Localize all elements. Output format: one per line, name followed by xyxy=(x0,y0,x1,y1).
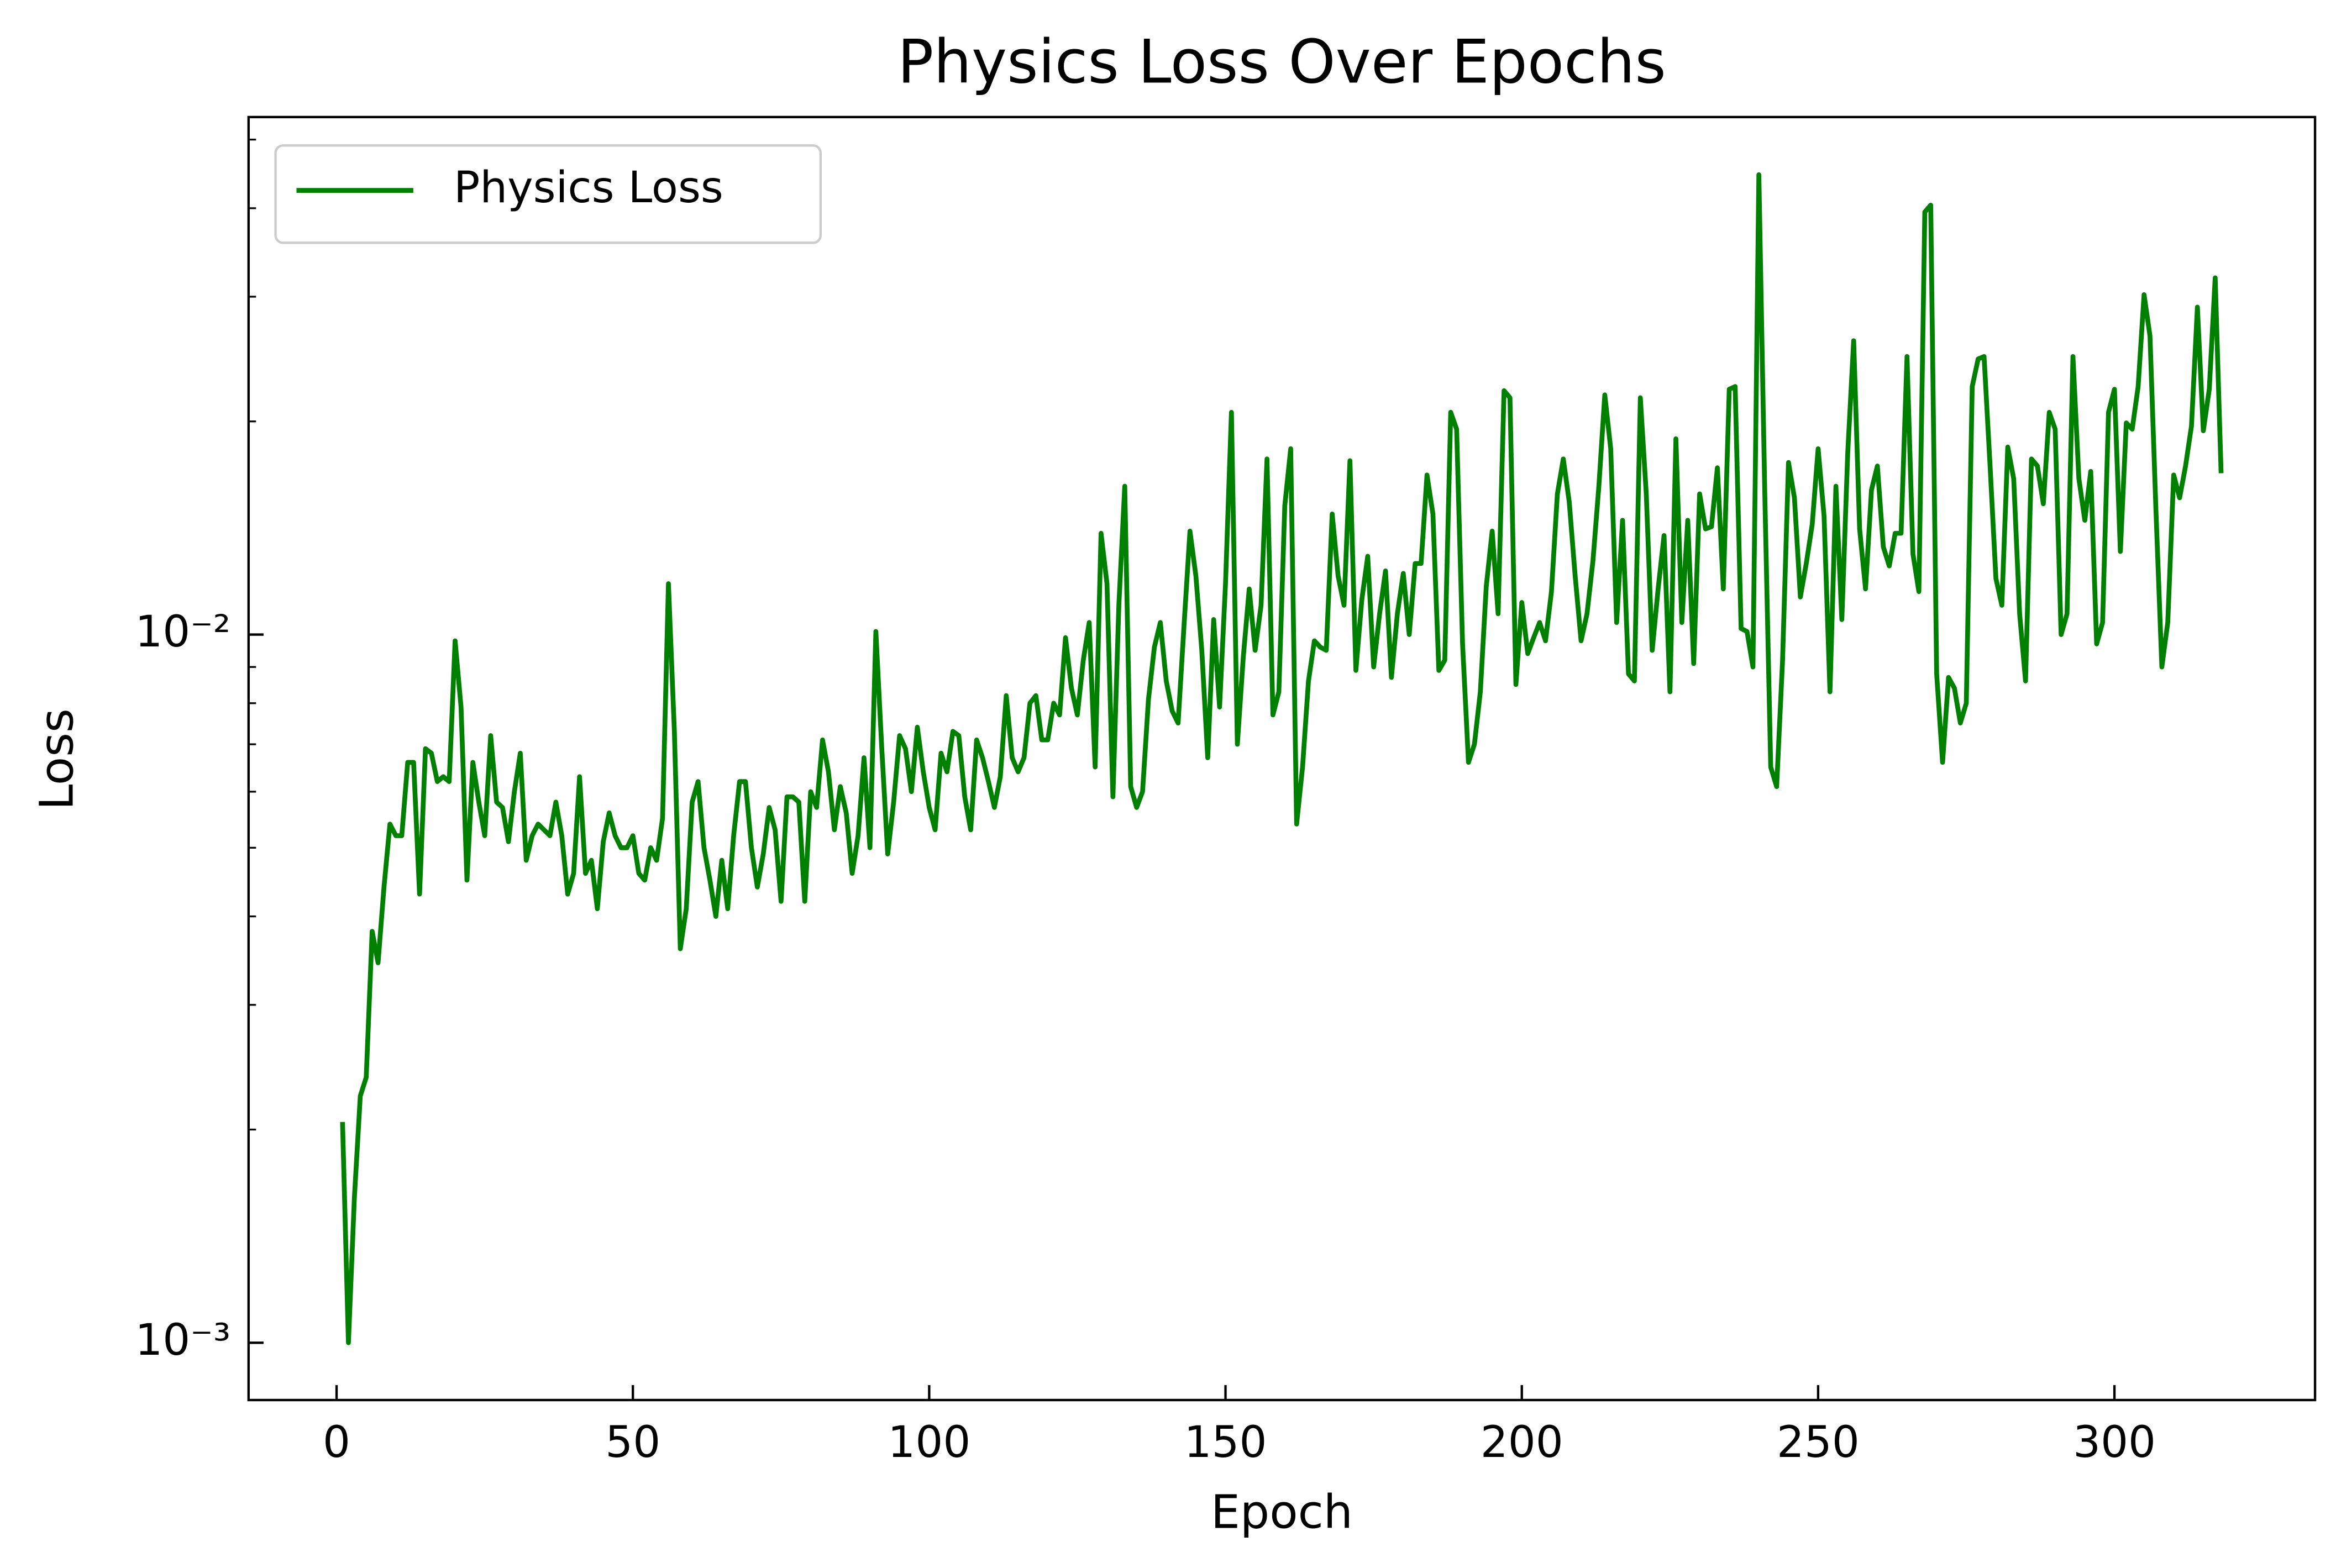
legend-label: Physics Loss xyxy=(454,162,723,213)
x-tick-label: 300 xyxy=(2073,1417,2156,1467)
y-axis-label: Loss xyxy=(29,708,83,810)
x-tick-label: 150 xyxy=(1184,1417,1267,1467)
y-tick-label: 10⁻³ xyxy=(135,1314,230,1365)
y-tick-label: 10⁻² xyxy=(135,606,230,657)
data-line xyxy=(340,172,2224,1345)
x-tick-label: 0 xyxy=(323,1417,350,1467)
x-tick-label: 50 xyxy=(605,1417,660,1467)
x-tick-label: 250 xyxy=(1777,1417,1860,1467)
x-tick-label: 100 xyxy=(888,1417,970,1467)
x-tick-label: 200 xyxy=(1481,1417,1563,1467)
x-axis-label: Epoch xyxy=(1211,1485,1353,1539)
chart-title: Physics Loss Over Epochs xyxy=(897,27,1666,97)
legend-box xyxy=(274,144,822,244)
plot-frame xyxy=(247,115,2317,1402)
